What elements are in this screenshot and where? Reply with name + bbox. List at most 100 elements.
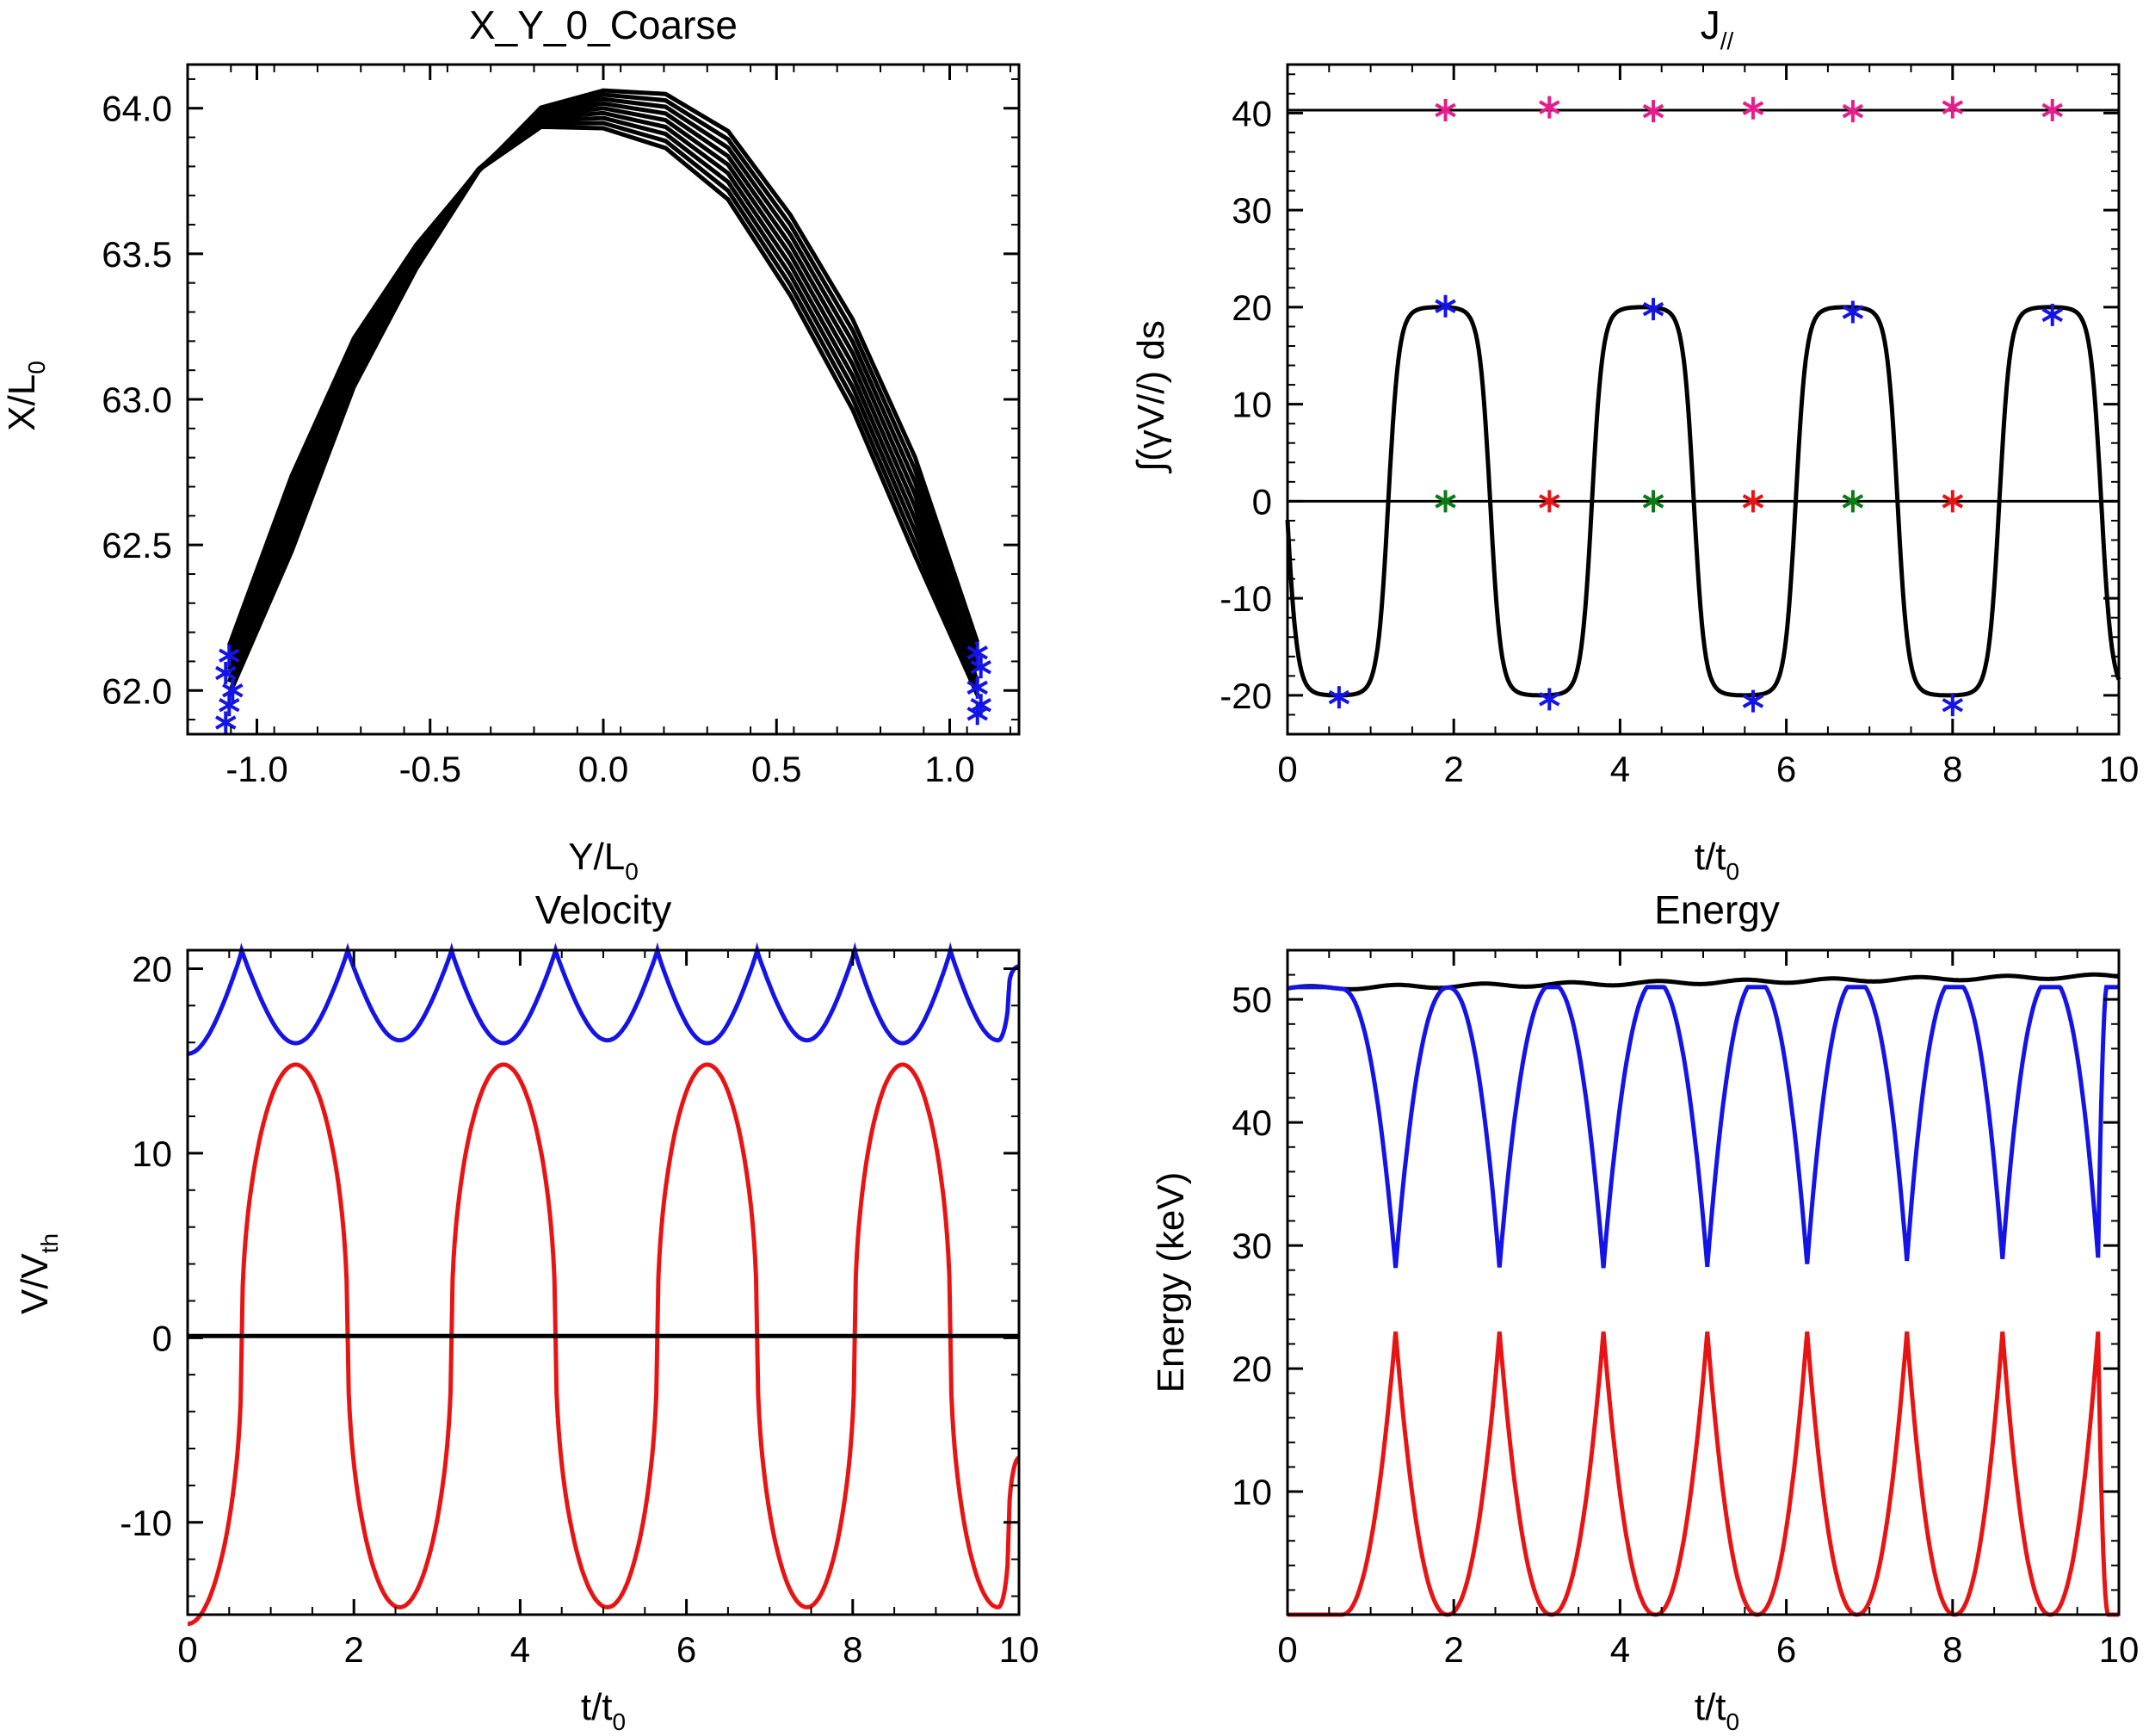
y-tick-label: -10 <box>120 1503 172 1543</box>
asterisk-marker <box>219 694 240 717</box>
x-tick-label: 10 <box>2099 749 2140 789</box>
x-tick-label: 4 <box>1610 749 1630 789</box>
asterisk-marker <box>1435 490 1456 513</box>
x-tick-label: 10 <box>999 1629 1040 1670</box>
v-total-line <box>188 942 1020 1056</box>
panel-xy-trajectory: X_Y_0_Coarse Y/L0 X/L0 -1.0 -0.5 0.0 0.5 1.0… <box>1 3 1021 885</box>
y-tick-label: 10 <box>1232 385 1272 425</box>
asterisk-marker <box>1942 96 1964 119</box>
panel-velocity: Velocity t/t0 V/Vth 0 2 4 6 8 10 -10 0 10 20 <box>14 887 1039 1735</box>
y-tick-label: 50 <box>1232 979 1272 1020</box>
y-tick-label: -20 <box>1220 676 1272 716</box>
panel-1-marks <box>215 88 991 734</box>
asterisk-marker <box>1539 96 1560 119</box>
asterisk-marker <box>1435 294 1456 318</box>
panel-3-title: Velocity <box>535 887 672 932</box>
asterisk-marker <box>215 661 237 684</box>
trajectory-pass <box>226 115 980 696</box>
asterisk-marker <box>2041 303 2063 326</box>
asterisk-marker <box>1539 688 1560 711</box>
e-total-line <box>1287 972 2120 992</box>
asterisk-marker <box>1642 298 1664 321</box>
x-tick-label: 0 <box>177 1629 197 1670</box>
trajectory-pass <box>226 96 980 696</box>
y-tick-label: 64.0 <box>102 89 172 129</box>
asterisk-marker <box>1642 100 1664 123</box>
x-tick-label: 4 <box>1610 1629 1630 1670</box>
panel-1-frame <box>186 63 1021 736</box>
asterisk-marker <box>1842 100 1864 123</box>
y-tick-label: 20 <box>1232 287 1272 328</box>
trajectory-pass <box>226 110 980 696</box>
panel-4-ticks: 0 2 4 6 8 10 10 20 30 40 50 <box>1232 949 2140 1670</box>
e-perp-line <box>1287 985 2119 1269</box>
panel-3-xlabel: t/t0 <box>581 1686 626 1735</box>
panel-2-ylabel: ∫(γV//) ds <box>1130 320 1172 474</box>
x-tick-label: 6 <box>1776 1629 1796 1670</box>
y-tick-label: -10 <box>1220 578 1272 619</box>
asterisk-marker <box>966 641 988 664</box>
x-tick-label: 8 <box>843 1629 862 1670</box>
panel-4-xlabel: t/t0 <box>1695 1686 1739 1735</box>
asterisk-marker <box>1435 98 1456 121</box>
asterisk-marker <box>1539 490 1560 513</box>
j-parallel-line <box>1285 305 2121 698</box>
trajectory-pass <box>227 88 980 696</box>
y-tick-label: 62.0 <box>102 670 172 711</box>
asterisk-marker <box>1842 300 1864 324</box>
y-tick-label: 40 <box>1232 1103 1272 1143</box>
x-tick-label: 2 <box>344 1629 364 1670</box>
y-tick-label: 20 <box>1232 1349 1272 1389</box>
x-tick-label: 6 <box>676 1629 696 1670</box>
asterisk-marker <box>219 644 240 667</box>
asterisk-marker <box>1842 490 1864 513</box>
x-tick-label: 0 <box>1277 749 1297 789</box>
x-tick-label: 4 <box>510 1629 530 1670</box>
x-tick-label: 8 <box>1942 749 1962 789</box>
x-tick-label: 8 <box>1942 1629 1962 1670</box>
x-tick-label: 2 <box>1444 749 1464 789</box>
y-tick-label: 63.0 <box>102 380 172 420</box>
x-tick-label: 0.0 <box>578 749 628 789</box>
e-parallel-line <box>1288 1331 2119 1617</box>
asterisk-marker <box>1742 490 1764 513</box>
asterisk-marker <box>1328 686 1350 709</box>
y-tick-label: 40 <box>1232 93 1272 133</box>
trajectory-pass <box>226 120 980 696</box>
panel-4-title: Energy <box>1654 887 1780 932</box>
x-tick-label: 0 <box>1277 1629 1297 1670</box>
asterisk-marker <box>1742 96 1764 120</box>
asterisk-marker <box>1742 689 1764 713</box>
x-tick-label: -0.5 <box>399 749 461 789</box>
panel-3-frame <box>186 948 1021 1616</box>
panel-4-frame <box>1286 948 2121 1616</box>
y-tick-label: 0 <box>1252 481 1272 522</box>
asterisk-marker <box>1642 490 1664 513</box>
panel-2-ticks: 0 2 4 6 8 10 -20 -10 0 10 20 30 40 <box>1220 65 2139 789</box>
y-tick-label: 30 <box>1232 190 1272 231</box>
y-tick-label: 62.5 <box>102 525 172 565</box>
asterisk-marker <box>970 656 991 679</box>
panel-1-ticks: -1.0 -0.5 0.0 0.5 1.0 62.0 62.5 63.0 63.5 64.0 <box>102 65 1019 789</box>
panel-j-parallel: J// t/t0 ∫(γV//) ds 0 2 4 6 8 10 -20 -10 0 10 20 30… <box>1130 3 2139 885</box>
asterisk-marker <box>222 679 244 702</box>
panel-2-title: J// <box>1701 3 1734 54</box>
trajectory-pass <box>226 106 980 696</box>
asterisk-marker <box>966 676 988 699</box>
panel-2-xlabel: t/t0 <box>1695 836 1739 885</box>
panel-3-marks <box>188 942 1020 1627</box>
asterisk-marker <box>966 702 988 726</box>
trajectory-pass <box>226 92 980 696</box>
panel-4-marks <box>1287 972 2120 1617</box>
panel-energy: Energy t/t0 Energy (keV) 0 2 4 6 8 10 10 20 30 40… <box>1150 887 2139 1735</box>
panel-2-marks <box>1285 96 2121 717</box>
trajectory-pass <box>226 124 979 696</box>
trajectory-pass <box>226 101 980 696</box>
asterisk-marker <box>1942 694 1964 717</box>
v-parallel-line <box>188 1062 1020 1627</box>
x-tick-label: 10 <box>2099 1629 2140 1670</box>
asterisk-marker <box>1942 490 1964 513</box>
panel-1-xlabel: Y/L0 <box>568 836 639 885</box>
x-tick-label: -1.0 <box>225 749 287 789</box>
